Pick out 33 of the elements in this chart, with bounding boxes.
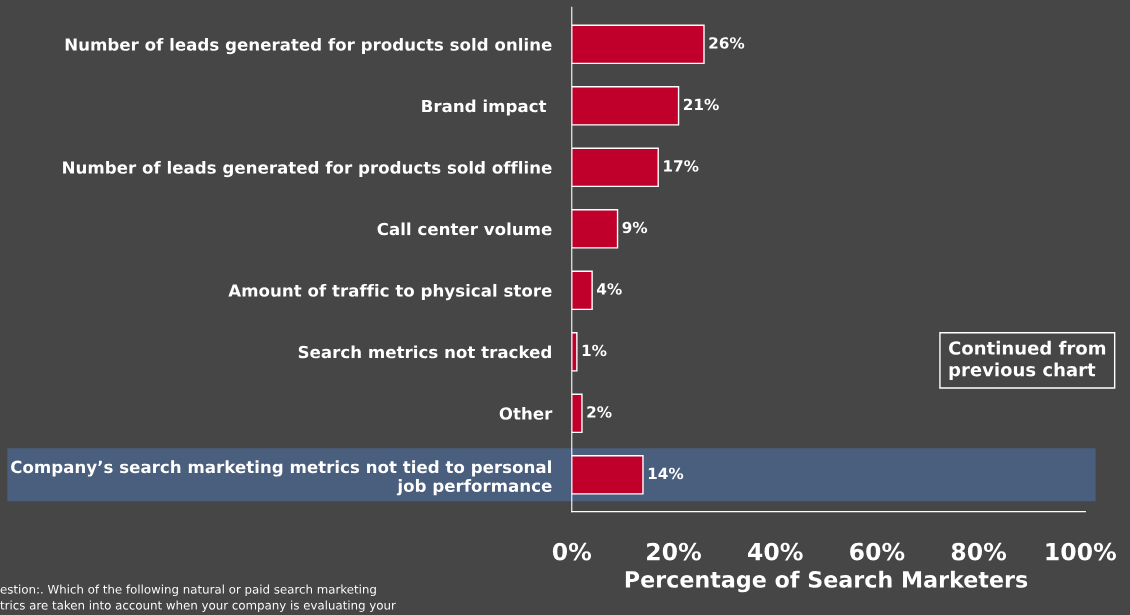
text: estion:. Which of the following natural or paid search marketing trics are taken into account when your company is evaluating your — [0, 584, 396, 612]
bar — [571, 393, 583, 434]
y-tick-label: Search metrics not tracked — [298, 345, 551, 359]
bar — [571, 209, 619, 249]
y-tick-label: Company’s search marketing metrics not tied to personal job performance — [11, 460, 552, 496]
y-tick-label: Number of leads generated for products sold online — [65, 37, 552, 55]
data-label: 26% — [709, 37, 745, 49]
data-label: 1% — [582, 344, 607, 357]
y-tick-label: Number of leads generated for products sold offline — [63, 160, 552, 178]
x-tick-label: 0% — [552, 542, 592, 561]
x-axis-title: Percentage of Search Marketers — [625, 570, 1028, 593]
y-tick-label: Call center volume — [377, 222, 552, 236]
x-tick-label: 80% — [951, 542, 1007, 561]
data-label: 9% — [622, 221, 648, 234]
y-tick-label: Brand impact — [422, 99, 547, 116]
bar — [571, 332, 578, 372]
data-label: 21% — [683, 98, 719, 111]
x-tick-label: 40% — [747, 542, 803, 561]
x-tick-label: 20% — [647, 542, 701, 561]
data-label: 14% — [648, 467, 684, 480]
data-label: 2% — [587, 406, 612, 418]
x-tick-label: 100% — [1046, 542, 1116, 561]
bar — [571, 147, 659, 188]
data-label: 4% — [596, 283, 622, 295]
bar — [571, 270, 593, 311]
data-label: 17% — [664, 160, 699, 172]
y-tick-label: Other — [499, 406, 553, 420]
bar — [571, 86, 680, 126]
bar — [571, 24, 705, 65]
bar — [571, 455, 644, 495]
x-tick-label: 60% — [850, 542, 905, 561]
annotation: Continued from previous chart — [948, 340, 1106, 380]
y-tick-label: Amount of traffic to physical store — [228, 283, 552, 301]
